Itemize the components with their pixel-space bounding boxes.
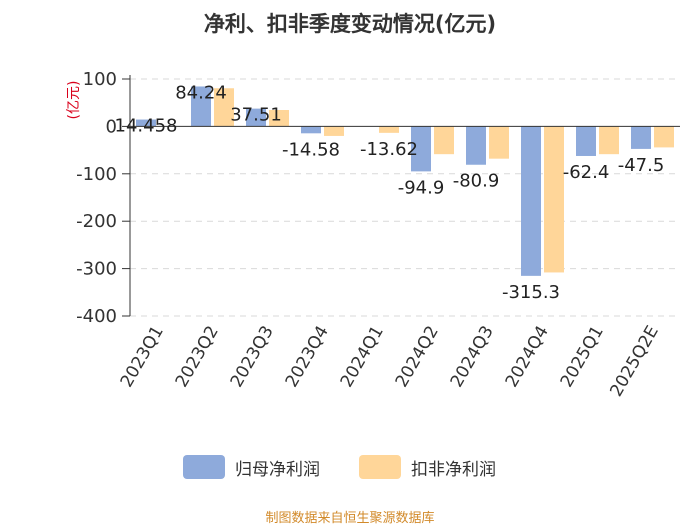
x-tick-label: 2024Q1: [337, 323, 388, 391]
bar-deducted-profit: [379, 126, 399, 133]
y-tick-label: -100: [76, 164, 117, 185]
x-tick-label: 2023Q4: [282, 323, 333, 391]
legend-item-deducted-profit[interactable]: 扣非净利润: [359, 453, 496, 481]
data-label: 14.458: [115, 116, 178, 137]
bar-deducted-profit: [654, 126, 674, 148]
x-tick-label: 2025Q1: [557, 323, 608, 391]
y-tick-label: -300: [76, 259, 117, 280]
x-tick-label: 2024Q2: [392, 323, 443, 391]
bar-deducted-profit: [269, 109, 289, 127]
bar-deducted-profit: [489, 126, 509, 159]
bar-deducted-profit: [214, 88, 234, 127]
y-tick-label: 100: [83, 69, 117, 90]
x-tick-label: 2023Q1: [117, 323, 168, 391]
x-tick-label: 2023Q3: [227, 323, 278, 391]
bar-net-profit: [576, 126, 596, 156]
bar-net-profit: [411, 126, 431, 172]
bar-deducted-profit: [599, 126, 619, 155]
y-axis-label: (亿元): [66, 81, 82, 120]
bar-deducted-profit: [324, 126, 344, 136]
bar-deducted-profit: [544, 126, 564, 273]
y-tick-label: -200: [76, 211, 117, 232]
data-label: -80.9: [453, 171, 500, 192]
grid-layer: [130, 78, 680, 317]
bar-net-profit: [136, 119, 156, 127]
legend-item-net-profit[interactable]: 归母净利润: [183, 453, 320, 481]
x-tick-label: 2025Q2E: [606, 323, 662, 401]
x-tick-label: 2024Q4: [502, 323, 553, 391]
legend: 归母净利润 扣非净利润: [0, 453, 700, 481]
bars-layer: [136, 86, 674, 276]
data-label: 37.51: [230, 105, 282, 126]
bar-net-profit: [466, 126, 486, 165]
y-tick-label: 0: [106, 116, 117, 137]
source-note: 制图数据来自恒生聚源数据库: [265, 511, 435, 526]
y-tick-label: -400: [76, 306, 117, 327]
x-tick-label: 2024Q3: [447, 323, 498, 391]
bar-net-profit: [521, 126, 541, 276]
data-label: 84.24: [175, 82, 227, 103]
bar-net-profit: [191, 86, 211, 127]
bar-net-profit: [301, 126, 321, 134]
data-label: -315.3: [502, 282, 560, 303]
data-label: -13.62: [360, 139, 418, 160]
data-label: -94.9: [398, 177, 445, 198]
x-tick-label: 2023Q2: [172, 323, 223, 391]
legend-label-net-profit: 归母净利润: [235, 459, 320, 480]
legend-label-deducted-profit: 扣非净利润: [411, 459, 496, 480]
data-label: -62.4: [563, 162, 610, 183]
chart-title: 净利、扣非季度变动情况(亿元): [203, 12, 497, 36]
data-label: -14.58: [282, 139, 340, 160]
legend-swatch-deducted-profit: [359, 455, 401, 479]
data-label: -47.5: [618, 155, 665, 176]
bar-net-profit: [246, 108, 266, 127]
bar-net-profit: [631, 126, 651, 149]
bar-deducted-profit: [434, 126, 454, 155]
legend-swatch-net-profit: [183, 455, 225, 479]
